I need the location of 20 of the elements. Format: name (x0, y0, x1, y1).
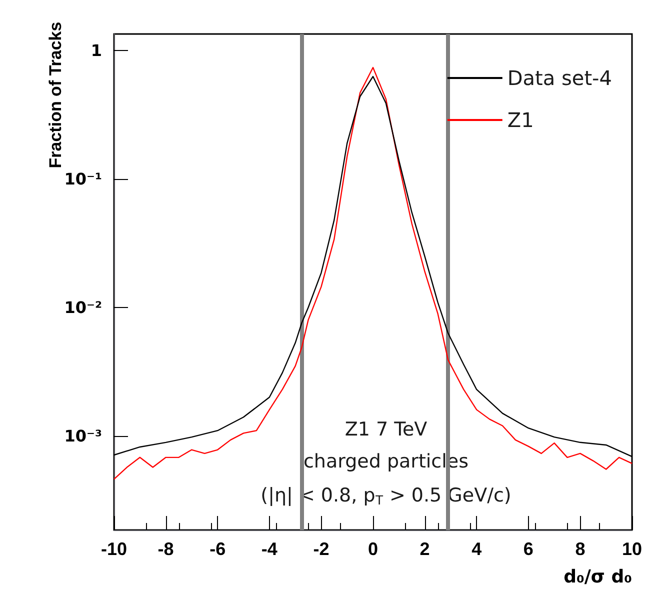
y-axis-title: Fraction of Tracks (46, 22, 65, 168)
y-tick-label: 10⁻² (64, 298, 102, 318)
x-tick-label: 2 (420, 539, 430, 559)
x-tick-label: 0 (368, 539, 378, 559)
legend-label: Data set-4 (507, 66, 612, 90)
x-tick-label: -6 (210, 539, 226, 559)
y-tick-label: 10⁻¹ (64, 170, 102, 189)
x-tick-label: 10 (622, 539, 642, 559)
y-tick-label: 10⁻³ (64, 426, 102, 446)
x-tick-label: -2 (313, 539, 330, 559)
y-tick-label: 1 (90, 41, 102, 60)
x-tick-label: 6 (523, 539, 534, 559)
x-tick-label: -4 (261, 539, 278, 559)
x-tick-label: 8 (575, 539, 586, 559)
x-tick-label: -8 (158, 539, 174, 559)
x-axis-title: d₀/σ d₀ (564, 566, 632, 588)
x-tick-label: 4 (472, 539, 482, 559)
x-tick-label: -10 (100, 539, 128, 559)
annotation: Z1 7 TeV (344, 418, 428, 440)
legend-label: Z1 (507, 108, 534, 132)
